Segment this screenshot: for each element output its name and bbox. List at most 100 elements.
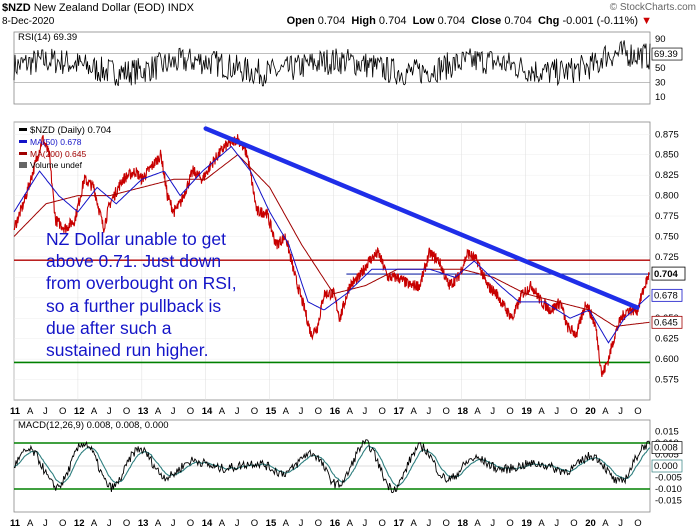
price-series-line [13,134,650,377]
down-arrow-icon: ▼ [641,15,652,27]
close-label: Close [471,15,502,27]
ma200-last-value-box [651,315,683,329]
month-label: J [554,406,559,417]
year-label-bottom: 18 [457,518,468,529]
price-tick-label: 0.725 [655,252,679,263]
month-label: J [299,406,304,417]
month-label-bottom: A [27,518,34,529]
month-label: J [107,406,112,417]
low-label: Low [412,15,435,27]
symbol: $NZD [2,2,31,14]
macd-tick-label: -0.010 [655,484,682,495]
month-label-bottom: J [554,518,559,529]
month-label-bottom: O [506,518,513,529]
annotation-line: NZ Dollar unable to get [46,229,226,249]
month-label-bottom: J [171,518,176,529]
ma50-legend: MA(50) 0.678 [30,137,82,147]
legend-swatch-volume [19,162,27,168]
chart-title: $NZD New Zealand Dollar (EOD) INDX [2,2,194,14]
month-label-bottom: A [91,518,98,529]
month-label: O [315,406,322,417]
month-label-bottom: O [315,518,322,529]
price-tick-label: 0.625 [655,334,679,345]
month-label: J [490,406,495,417]
month-label-bottom: A [155,518,162,529]
month-label: A [155,406,162,417]
macd-last-value-label: 0.008 [654,443,678,454]
price-last-value-box [651,266,686,281]
watermark: © StockCharts.com [609,2,696,13]
month-label-bottom: J [235,518,240,529]
year-label: 17 [394,406,405,417]
price-tick-label: 0.600 [655,354,679,365]
price-tick-label: 0.825 [655,170,679,181]
open-label: Open [286,15,315,27]
year-label: 18 [457,406,468,417]
year-label-bottom: 20 [585,518,596,529]
month-label: J [618,406,623,417]
ma50-line [13,145,650,344]
low-value: 0.704 [437,15,466,27]
legend-swatch-ma200 [19,152,27,155]
month-label: O [634,406,641,417]
month-label-bottom: O [187,518,194,529]
month-label: O [251,406,258,417]
macd-tick-label: -0.005 [655,473,682,484]
macd-tick-label: 0.005 [655,450,679,461]
month-label: J [43,406,48,417]
rsi-tick-label: 30 [655,77,666,88]
annotation-line: so a further pullback is [46,295,222,316]
price-tick-label: 0.775 [655,211,679,222]
month-label-bottom: J [363,518,368,529]
ohlc-readout: Open 0.704 High 0.704 Low 0.704 Close 0.… [287,15,652,27]
month-label-bottom: A [219,518,226,529]
month-label-bottom: O [379,518,386,529]
month-label-bottom: J [426,518,431,529]
month-label: O [123,406,130,417]
year-label-bottom: 17 [394,518,405,529]
year-label-bottom: 15 [266,518,277,529]
chg-label: Chg [537,15,560,27]
month-label: O [59,406,66,417]
year-label-bottom: 13 [138,518,149,529]
month-label: J [235,406,240,417]
month-label-bottom: A [538,518,545,529]
month-label: A [91,406,98,417]
close-value: 0.704 [504,15,532,27]
month-label: O [379,406,386,417]
annotation-line: above 0.71. Just down [46,251,222,272]
year-label: 19 [521,406,532,417]
downtrend-line [203,126,640,310]
month-label-bottom: O [570,518,577,529]
month-label-bottom: O [634,518,641,529]
month-label-bottom: O [442,518,449,529]
legend-swatch-price [19,128,27,131]
annotation-line: due after such a [46,317,172,338]
month-label: A [347,406,354,417]
rsi-panel-frame [13,31,651,105]
macd-tick-label: 0.015 [655,427,679,438]
rsi-last-value-box [651,47,683,61]
annotation-line: from overbought on RSI, [46,273,237,294]
month-label: O [506,406,513,417]
year-label-bottom: 16 [330,518,341,529]
rsi-tick-label: 50 [655,63,666,74]
year-label-bottom: 12 [74,518,85,529]
year-label-bottom: 11 [10,518,21,529]
year-label: 13 [138,406,149,417]
month-label: A [602,406,609,417]
instrument-name: New Zealand Dollar (EOD) [33,2,165,14]
month-label-bottom: A [474,518,481,529]
volume-legend: Volume undef [30,160,83,170]
month-label: J [171,406,176,417]
annotation-line: sustained run higher. [46,340,209,361]
month-label: A [410,406,417,417]
rsi-legend: RSI(14) 69.39 [18,32,77,43]
ma200-line [13,154,650,327]
macd-legend: MACD(12,26,9) 0.008, 0.008, 0.000 [18,420,169,431]
price-last-value-label: 0.704 [654,269,678,280]
price-tick-label: 0.800 [655,191,679,202]
month-label: J [363,406,368,417]
ma50-last-value-box [651,288,683,302]
